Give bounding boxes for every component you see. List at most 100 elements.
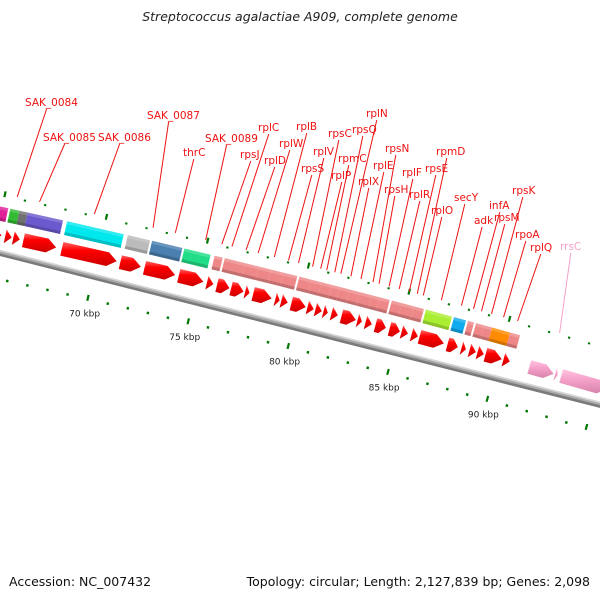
cog-block bbox=[422, 309, 453, 331]
cog-block bbox=[16, 210, 28, 227]
outer-minor-tick bbox=[447, 303, 451, 306]
gene-label[interactable]: rplO bbox=[431, 205, 453, 217]
cog-block-shade bbox=[267, 280, 281, 287]
gene-label[interactable]: rplC bbox=[258, 122, 279, 134]
cog-block-shade bbox=[328, 295, 337, 301]
gene-label[interactable]: infA bbox=[489, 200, 510, 212]
ruler-minor-tick bbox=[126, 306, 130, 310]
gene-label[interactable]: rplF bbox=[402, 167, 422, 179]
gene-label[interactable]: rplN bbox=[366, 108, 388, 120]
ruler-label: 90 kbp bbox=[468, 410, 499, 420]
cog-block bbox=[488, 327, 511, 347]
gene-leader-line bbox=[273, 132, 308, 258]
gene-label[interactable]: rpsK bbox=[512, 185, 536, 197]
gene-label[interactable]: rpsN bbox=[385, 143, 409, 155]
cog-block bbox=[464, 320, 475, 337]
gene-label[interactable]: SAK_0089 bbox=[205, 133, 258, 145]
gene-label[interactable]: SAK_0086 bbox=[98, 132, 151, 144]
cog-block-highlight bbox=[151, 240, 183, 251]
genome-backbone-highlight bbox=[0, 249, 600, 404]
gene-label[interactable]: rplX bbox=[358, 176, 379, 188]
gene-label[interactable]: secY bbox=[454, 192, 479, 204]
cog-block bbox=[308, 279, 322, 296]
cds-arrow bbox=[3, 229, 12, 244]
cds-arrow bbox=[321, 304, 328, 319]
cog-block bbox=[336, 286, 350, 304]
ruler-minor-tick bbox=[326, 355, 330, 359]
gene-label[interactable]: rplR bbox=[409, 189, 430, 201]
cog-block bbox=[506, 332, 521, 349]
cog-block-shade bbox=[464, 331, 472, 337]
ruler-major-tick bbox=[485, 395, 490, 403]
gene-label[interactable]: rpsM bbox=[494, 212, 520, 224]
cds-arrow bbox=[355, 313, 362, 328]
gene-label[interactable]: rpoA bbox=[515, 229, 540, 241]
gene-label[interactable]: thrC bbox=[183, 147, 205, 159]
cds-arrow bbox=[445, 337, 458, 353]
cog-block bbox=[318, 282, 332, 299]
cog-block bbox=[398, 303, 414, 320]
map-title: Streptococcus agalactiae A909, complete … bbox=[142, 9, 458, 24]
ruler-layer: 70 kbp 75 kbp 80 kbp 85 kbp 90 kbp bbox=[3, 191, 591, 431]
cog-block-shade bbox=[211, 266, 221, 272]
cds-arrow bbox=[339, 309, 356, 325]
ruler-minor-tick bbox=[525, 409, 529, 413]
cog-block-highlight bbox=[379, 297, 390, 303]
cog-block-highlight bbox=[509, 332, 521, 339]
gene-leader-line bbox=[334, 135, 364, 273]
gene-label[interactable]: rpsC bbox=[328, 128, 352, 140]
gene-label[interactable]: rpsS bbox=[301, 163, 324, 175]
cds-arrow bbox=[243, 285, 250, 299]
gene-leader-line bbox=[245, 166, 276, 251]
gene-label[interactable]: rplV bbox=[313, 146, 335, 158]
gene-label[interactable]: rpsE bbox=[425, 163, 448, 175]
cog-block-shade bbox=[336, 297, 347, 304]
cog-block-shade bbox=[410, 316, 422, 323]
cds-arrow bbox=[273, 292, 280, 307]
cog-block bbox=[241, 263, 260, 281]
outer-major-tick bbox=[104, 213, 109, 221]
gene-label[interactable]: rpsQ bbox=[352, 124, 377, 136]
cog-block-highlight bbox=[453, 317, 467, 324]
cds-arrow bbox=[229, 281, 244, 297]
cog-block-highlight bbox=[0, 206, 9, 212]
cog-block-shade bbox=[279, 283, 295, 290]
cog-block-highlight bbox=[413, 306, 424, 312]
cds-arrow bbox=[417, 330, 444, 348]
rrna-feature bbox=[527, 360, 554, 379]
gene-leader-line bbox=[39, 143, 66, 203]
gene-label[interactable]: rpsH bbox=[384, 184, 408, 196]
cog-block-highlight bbox=[214, 255, 223, 261]
gene-label[interactable]: rplD bbox=[264, 155, 286, 167]
gene-label[interactable]: rrsC bbox=[560, 241, 581, 253]
cog-block bbox=[328, 284, 340, 301]
gene-label[interactable]: SAK_0084 bbox=[25, 97, 78, 109]
gene-label[interactable]: rplP bbox=[331, 170, 351, 182]
cds-arrow bbox=[399, 325, 408, 339]
gene-label[interactable]: rplW bbox=[279, 138, 304, 150]
cog-block-shade bbox=[450, 327, 464, 334]
cds-layer bbox=[0, 229, 600, 394]
gene-label[interactable]: rpmD bbox=[436, 146, 465, 158]
gene-label[interactable]: SAK_0087 bbox=[147, 110, 200, 122]
ruler-label: 70 kbp bbox=[69, 309, 100, 319]
gene-label[interactable]: adk bbox=[474, 215, 494, 227]
gene-label[interactable]: rpsJ bbox=[240, 149, 260, 161]
gene-label[interactable]: rpmC bbox=[338, 153, 367, 165]
ruler-minor-tick bbox=[46, 288, 49, 292]
gene-label[interactable]: SAK_0085 bbox=[43, 132, 96, 144]
gene-label[interactable]: rplB bbox=[296, 121, 317, 133]
gene-label[interactable]: rplQ bbox=[530, 242, 552, 254]
cog-block bbox=[64, 221, 124, 248]
cog-block bbox=[279, 272, 298, 290]
gene-leader-line bbox=[16, 108, 48, 198]
cds-arrow bbox=[215, 278, 230, 294]
gene-leader-line bbox=[205, 144, 228, 241]
gene-leader-line bbox=[372, 154, 397, 283]
gene-label[interactable]: rplE bbox=[373, 160, 394, 172]
gene-leader-line bbox=[503, 240, 527, 318]
gene-leader-line bbox=[231, 133, 270, 247]
cds-arrow bbox=[21, 233, 57, 253]
cog-block-shade bbox=[356, 302, 369, 309]
gene-leader-line bbox=[440, 203, 466, 301]
